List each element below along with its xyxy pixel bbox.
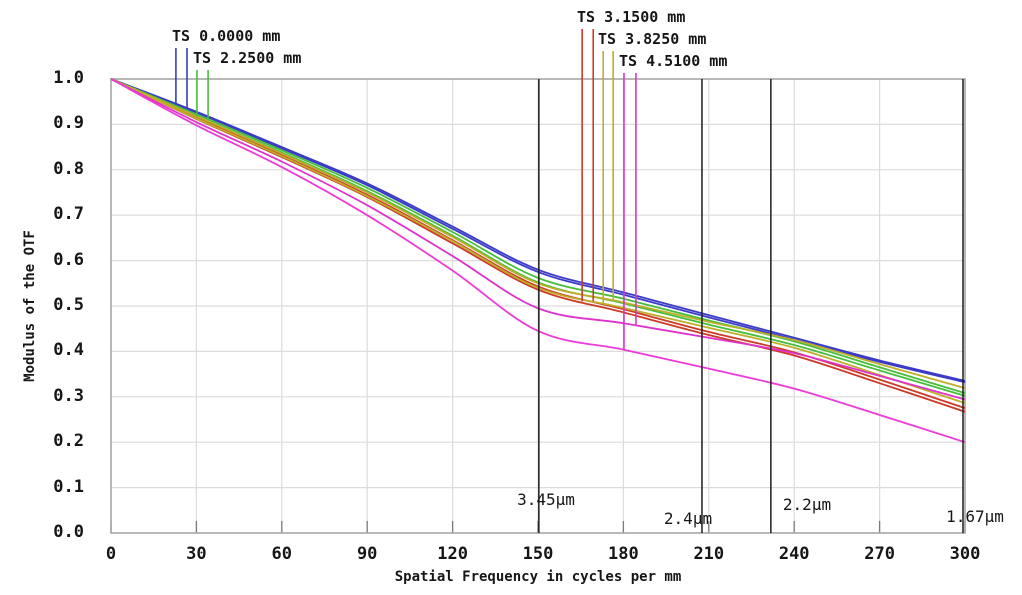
y-tick-label: 0.0 [53,522,84,542]
y-tick-label: 0.7 [53,204,84,225]
legend-label: TS 3.1500 mm [577,8,686,26]
mtf-curve [110,78,966,444]
pixel-size-label: 1.67μm [946,507,1004,526]
x-tick-label: 240 [778,544,810,564]
x-tick-label: 150 [522,544,554,564]
mtf-curve [110,78,966,401]
x-tick-label: 120 [437,544,468,564]
mtf-curve [110,78,966,390]
y-tick-label: 0.2 [53,431,84,452]
x-tick-label: 60 [271,544,293,564]
y-tick-label: 0.4 [53,340,84,361]
mtf-curve [110,78,966,405]
mtf-curve [110,78,966,395]
y-tick-label: 0.6 [53,249,84,270]
plot-border [110,78,966,534]
y-axis-title: Modulus of the OTF [22,230,38,382]
y-tick-label: 0.5 [53,295,84,315]
legend-label: TS 3.8250 mm [598,30,707,48]
x-tick-label: 30 [186,544,207,564]
y-tick-label: 0.9 [53,113,84,134]
pixel-size-label: 3.45μm [517,490,575,509]
y-tick-label: 0.8 [53,158,84,179]
pixel-size-label: 2.2μm [782,495,832,514]
legend-label: TS 2.2500 mm [193,49,302,67]
x-tick-label: 270 [864,544,895,564]
mtf-curve [110,78,966,382]
legend-label: TS 4.5100 mm [619,52,728,70]
x-axis-title: Spatial Frequency in cycles per mm [394,569,682,585]
y-tick-label: 1.0 [53,68,84,88]
legend-label: TS 0.0000 mm [172,27,281,45]
y-tick-label: 0.1 [53,476,84,497]
pixel-size-label: 2.4μm [663,509,713,528]
x-tick-label: 0 [105,544,117,564]
x-tick-label: 210 [693,544,725,564]
x-tick-label: 300 [949,544,981,564]
x-tick-label: 180 [608,544,639,564]
x-tick-label: 90 [356,544,378,564]
y-tick-label: 0.3 [53,385,84,406]
